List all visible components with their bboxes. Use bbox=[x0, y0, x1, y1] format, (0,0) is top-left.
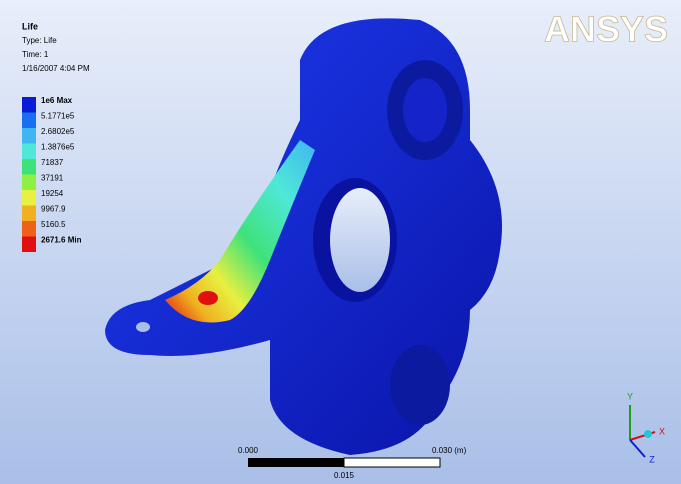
legend-swatch bbox=[22, 144, 36, 160]
legend-label: 5160.5 bbox=[41, 220, 66, 229]
axis-x-label: X bbox=[659, 426, 665, 436]
scale-bar-black bbox=[248, 458, 344, 467]
result-date: 1/16/2007 4:04 PM bbox=[22, 64, 90, 73]
legend-swatch bbox=[22, 190, 36, 206]
legend-swatch bbox=[22, 159, 36, 175]
axis-y-label: Y bbox=[627, 391, 633, 401]
legend-label: 9967.9 bbox=[41, 205, 66, 214]
legend-label: 2.6802e5 bbox=[41, 127, 75, 136]
axis-z-label: Z bbox=[649, 454, 655, 464]
logo: ANSYS bbox=[544, 9, 668, 50]
legend-label: 5.1771e5 bbox=[41, 112, 75, 121]
scale-start: 0.000 bbox=[238, 446, 259, 455]
legend-swatch bbox=[22, 113, 36, 129]
legend-label: 2671.6 Min bbox=[41, 236, 82, 245]
legend-swatch bbox=[22, 237, 36, 253]
result-type: Type: Life bbox=[22, 36, 57, 45]
legend-label: 19254 bbox=[41, 189, 64, 198]
viewport: Life Type: Life Time: 1 1/16/2007 4:04 P… bbox=[0, 0, 681, 484]
legend-swatch bbox=[22, 221, 36, 237]
legend-swatch bbox=[22, 97, 36, 113]
legend-label: 37191 bbox=[41, 174, 64, 183]
scale-mid: 0.015 bbox=[334, 471, 355, 480]
legend-swatch bbox=[22, 175, 36, 191]
result-time: Time: 1 bbox=[22, 50, 49, 59]
legend-label: 1.3876e5 bbox=[41, 143, 75, 152]
result-title: Life bbox=[22, 21, 38, 31]
scale-bar-white bbox=[344, 458, 440, 467]
scale-end: 0.030 (m) bbox=[432, 446, 467, 455]
legend-swatch bbox=[22, 128, 36, 144]
legend-label: 71837 bbox=[41, 158, 64, 167]
legend-swatch bbox=[22, 206, 36, 222]
page: Life Type: Life Time: 1 1/16/2007 4:04 P… bbox=[0, 0, 681, 484]
legend-label: 1e6 Max bbox=[41, 96, 73, 105]
